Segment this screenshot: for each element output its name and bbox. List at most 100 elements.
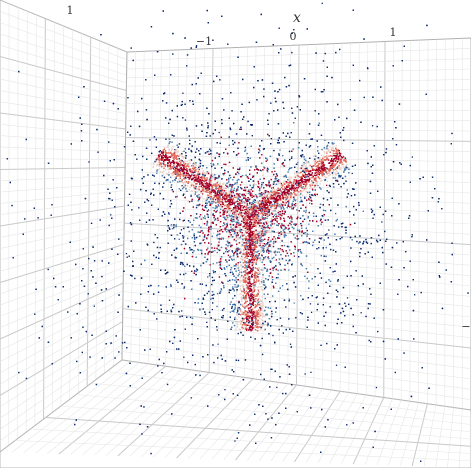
data-point: [315, 165, 317, 167]
data-point: [256, 213, 258, 215]
data-point: [167, 158, 169, 160]
left-gridline-v: [0, 313, 123, 385]
data-point: [270, 205, 272, 207]
back-gridline-v: [122, 316, 471, 359]
data-point: [248, 328, 250, 330]
data-point: [278, 211, 281, 213]
data-point: [242, 327, 244, 329]
data-point: [293, 206, 295, 209]
back-gridline-v: [125, 137, 471, 142]
left-gridline-v: [0, 167, 126, 170]
left-gridline-v: [0, 321, 123, 396]
data-point: [309, 303, 312, 305]
back-gridline-v: [124, 188, 471, 204]
data-point: [220, 289, 223, 291]
data-point: [340, 158, 343, 161]
data-point: [289, 343, 292, 345]
left-gridline-v: [0, 328, 123, 408]
floor-gridline-v: [15, 440, 471, 462]
left-gridline-v: [0, 56, 127, 91]
data-point: [351, 172, 353, 175]
data-point: [262, 182, 264, 184]
data-point: [126, 256, 128, 258]
data-point: [338, 151, 341, 154]
data-point: [195, 163, 197, 166]
data-point: [326, 184, 328, 186]
data-point: [261, 238, 264, 241]
data-point: [212, 263, 214, 265]
data-point: [218, 131, 220, 134]
data-point: [255, 166, 257, 168]
data-point: [88, 161, 90, 163]
left-gridline-v: [0, 298, 124, 362]
data-point: [333, 142, 335, 144]
data-point: [272, 210, 274, 212]
data-point: [331, 165, 333, 168]
data-point: [229, 311, 231, 313]
data-point: [247, 211, 249, 213]
data-point: [321, 2, 323, 4]
data-point: [220, 238, 223, 240]
data-point: [214, 250, 216, 252]
data-point: [270, 138, 272, 140]
data-point: [340, 158, 342, 160]
data-point: [300, 154, 303, 156]
data-point: [168, 174, 170, 176]
data-point: [125, 253, 128, 255]
data-point: [110, 214, 112, 216]
back-gridline-v: [122, 308, 471, 349]
data-point: [342, 155, 345, 158]
back-gridline-v: [123, 274, 471, 307]
data-point: [331, 149, 333, 151]
data-point: [216, 329, 218, 331]
left-gridline-v: [0, 135, 126, 145]
data-point: [213, 176, 215, 178]
back-gridline-v: [122, 334, 471, 380]
left-gridline-v: [0, 352, 123, 441]
data-point: [251, 234, 253, 237]
data-point: [213, 183, 215, 185]
data-point: [248, 263, 251, 265]
left-gridline-v: [0, 190, 125, 204]
back-gridline-v: [126, 79, 471, 87]
data-point: [310, 311, 313, 313]
floor-gridline-v: [91, 382, 471, 425]
data-point: [329, 185, 331, 188]
data-point: [180, 180, 182, 182]
data-point: [250, 206, 252, 208]
data-point: [257, 269, 259, 271]
data-point: [298, 185, 300, 187]
left-gridline-v: [0, 198, 125, 215]
data-point: [260, 210, 262, 212]
data-point: [233, 187, 236, 189]
data-point: [272, 334, 274, 337]
data-point: [326, 180, 329, 183]
data-point: [324, 139, 326, 141]
data-point: [180, 229, 183, 231]
data-point: [336, 157, 338, 159]
data-point: [375, 386, 378, 389]
back-gridline-v: [122, 351, 471, 400]
data-point: [303, 156, 305, 158]
data-point: [257, 256, 259, 258]
floor-gridline-v: [45, 417, 471, 447]
back-gridline-v: [125, 145, 471, 152]
back-gridline-v: [123, 265, 471, 297]
floor: [0, 359, 471, 468]
data-point: [183, 356, 185, 358]
data-point: [190, 397, 192, 399]
left-gridline-v: [0, 22, 127, 68]
data-point: [191, 183, 193, 186]
data-point: [306, 162, 308, 164]
data-point: [338, 183, 340, 185]
data-point: [207, 209, 210, 211]
data-point: [275, 259, 277, 261]
data-point: [297, 161, 299, 164]
back-gridline-v: [126, 48, 471, 61]
data-point: [319, 160, 321, 162]
data-point: [255, 295, 257, 297]
data-point: [360, 312, 362, 314]
back-gridline-v: [124, 231, 471, 256]
back-gridline-v: [124, 197, 471, 214]
data-point: [243, 217, 245, 219]
